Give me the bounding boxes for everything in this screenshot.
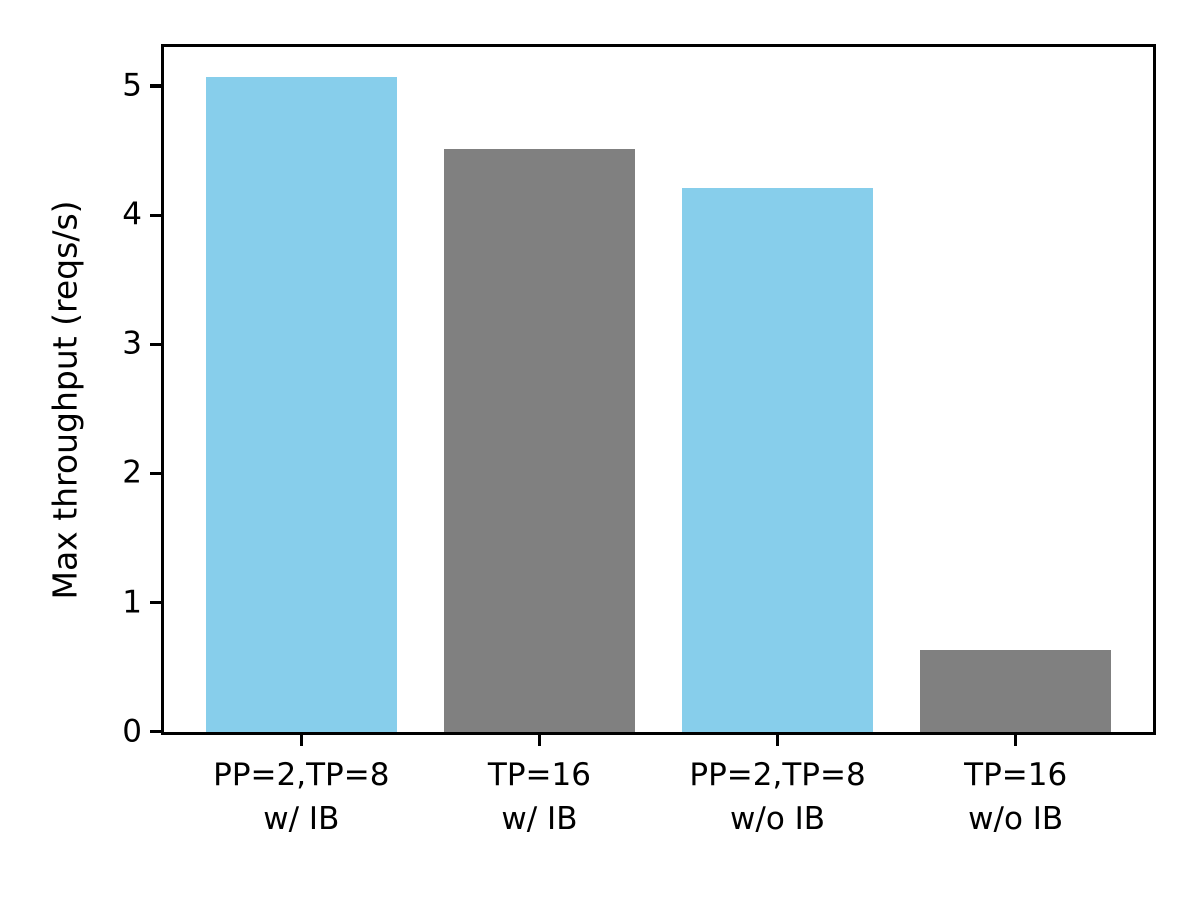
y-tick-label: 0: [122, 713, 142, 750]
x-tick-mark: [299, 735, 303, 746]
y-tick-label: 5: [122, 67, 142, 104]
y-tick-mark: [150, 600, 161, 605]
x-tick-mark: [537, 735, 542, 746]
x-tick-mark: [1013, 735, 1018, 746]
y-tick-label: 4: [122, 196, 142, 233]
x-tick-label: TP=16 w/o IB: [964, 757, 1068, 838]
y-tick-mark: [150, 342, 161, 346]
x-tick-label: PP=2,TP=8 w/o IB: [689, 757, 866, 838]
x-tick-label: PP=2,TP=8 w/ IB: [213, 757, 390, 838]
y-tick-mark: [150, 471, 161, 476]
bar: [444, 149, 635, 732]
y-tick-mark: [150, 84, 161, 88]
y-tick-mark: [150, 213, 161, 217]
bar: [920, 650, 1111, 732]
x-tick-mark: [775, 735, 780, 746]
y-tick-mark: [150, 729, 161, 734]
y-tick-label: 3: [122, 325, 142, 362]
bar: [206, 77, 397, 732]
bar: [682, 188, 873, 732]
x-tick-label: TP=16 w/ IB: [487, 757, 591, 838]
y-tick-label: 2: [122, 454, 142, 491]
y-axis-label: Max throughput (reqs/s): [45, 200, 85, 600]
y-tick-label: 1: [122, 584, 142, 620]
